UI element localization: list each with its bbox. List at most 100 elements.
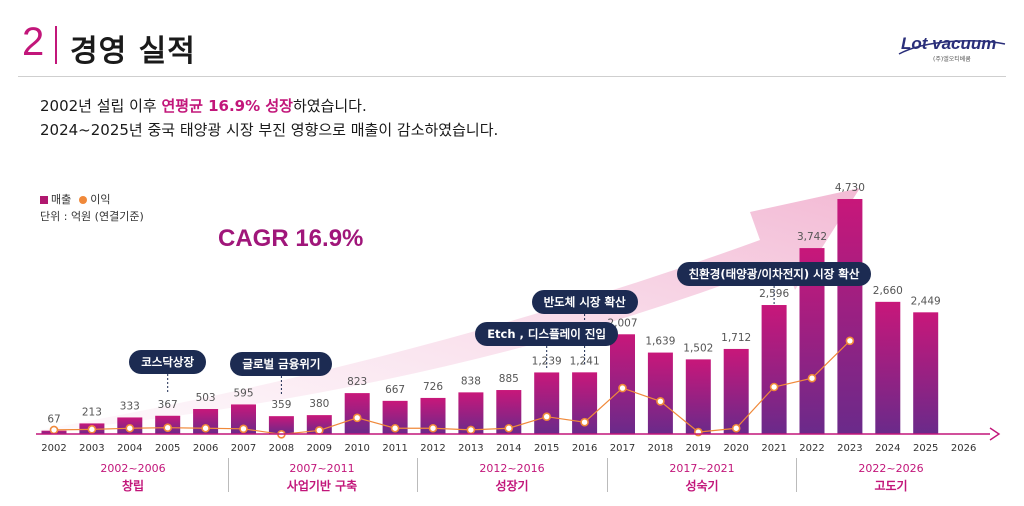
logo-text: Lot vacuum xyxy=(901,34,997,53)
period-maturity: 2017~2021 성숙기 xyxy=(627,462,777,494)
sales-value-label: 367 xyxy=(158,399,178,411)
x-tick-label: 2002 xyxy=(41,443,66,454)
x-tick-label: 2016 xyxy=(572,443,597,454)
x-tick-label: 2013 xyxy=(458,443,483,454)
x-tick-label: 2007 xyxy=(231,443,256,454)
period-divider xyxy=(607,458,608,492)
x-tick-label: 2010 xyxy=(344,443,369,454)
profit-point xyxy=(239,424,248,434)
profit-point xyxy=(542,412,552,422)
period-divider xyxy=(228,458,229,492)
x-tick-label: 2011 xyxy=(382,443,407,454)
sales-value-label: 333 xyxy=(120,400,140,412)
logo-swoosh-icon xyxy=(898,40,1006,55)
page-title: 경영 실적 xyxy=(70,34,196,69)
description-line-1: 2002년 설립 이후 연평균 16.9% 성장하였습니다. xyxy=(40,94,498,118)
period-advanced: 2022~2026 고도기 xyxy=(816,462,966,494)
period-name: 성장기 xyxy=(495,479,529,493)
milestone-callout: 코스닥상장 xyxy=(129,350,207,374)
desc-highlight: 연평균 16.9% 성장 xyxy=(161,97,293,115)
legend-profit-label: 이익 xyxy=(90,193,111,206)
period-range: 2017~2021 xyxy=(669,462,735,475)
sales-bar xyxy=(723,348,749,434)
period-name: 성숙기 xyxy=(685,479,719,493)
milestone-callout: 반도체 시장 확산 xyxy=(531,290,638,314)
x-tick-label: 2021 xyxy=(761,443,786,454)
legend-bar-swatch-icon xyxy=(40,196,48,204)
section-number: 2 xyxy=(22,20,45,64)
profit-point xyxy=(201,423,210,433)
sales-value-label: 1,712 xyxy=(721,332,751,344)
desc-prefix: 2002년 설립 이후 xyxy=(40,97,162,115)
sales-value-label: 1,639 xyxy=(645,336,675,348)
sales-value-label: 726 xyxy=(423,381,443,393)
profit-point xyxy=(428,423,438,433)
profit-point xyxy=(49,425,59,435)
x-tick-label: 2006 xyxy=(193,443,218,454)
milestone-callout: 글로벌 금융위기 xyxy=(230,352,333,376)
x-axis-arrow-icon xyxy=(989,427,1001,441)
profit-point xyxy=(390,423,400,433)
growth-arrow-shape xyxy=(40,188,860,432)
profit-point xyxy=(314,426,324,435)
x-tick-label: 2019 xyxy=(686,443,711,454)
x-tick-label: 2018 xyxy=(648,443,673,454)
sales-value-label: 67 xyxy=(47,414,60,426)
x-tick-label: 2008 xyxy=(269,443,294,454)
profit-point xyxy=(618,383,627,393)
sales-value-label: 667 xyxy=(385,384,405,396)
profit-point xyxy=(769,382,779,392)
period-foundation: 2007~2011 사업기반 구축 xyxy=(247,462,397,494)
section-divider xyxy=(55,26,57,64)
x-tick-label: 2026 xyxy=(951,443,976,454)
sales-bar xyxy=(761,305,787,434)
sales-bar xyxy=(534,372,560,434)
period-name: 창립 xyxy=(121,479,145,493)
x-tick-label: 2003 xyxy=(79,443,104,454)
x-tick-label: 2005 xyxy=(155,443,180,454)
profit-point xyxy=(163,423,172,433)
sales-value-label: 2,449 xyxy=(911,295,941,307)
x-tick-label: 2017 xyxy=(610,443,635,454)
sales-value-label: 885 xyxy=(499,373,519,385)
profit-point xyxy=(466,425,476,435)
chart-legend: 매출 이익 xyxy=(40,191,111,207)
sales-bar xyxy=(268,416,294,434)
sales-bar xyxy=(306,415,332,434)
sales-bar xyxy=(685,359,711,434)
legend-sales: 매출 xyxy=(40,191,71,207)
profit-point xyxy=(87,425,97,434)
period-founding: 2002~2006 창립 xyxy=(58,462,208,494)
x-tick-label: 2014 xyxy=(496,443,521,454)
description-line-2: 2024~2025년 중국 태양광 시장 부진 영향으로 매출이 감소하였습니다… xyxy=(40,121,499,139)
sales-value-label: 823 xyxy=(347,376,367,388)
x-tick-label: 2023 xyxy=(837,443,862,454)
desc-suffix: 하였습니다. xyxy=(292,97,367,115)
x-tick-label: 2020 xyxy=(723,443,748,454)
period-range: 2012~2016 xyxy=(479,462,545,475)
sales-value-label: 2,660 xyxy=(873,285,903,297)
period-name: 고도기 xyxy=(874,479,908,493)
profit-point xyxy=(656,396,665,406)
profit-point xyxy=(807,373,817,383)
x-tick-label: 2015 xyxy=(534,443,559,454)
sales-bar xyxy=(875,301,901,434)
sales-value-label: 1,241 xyxy=(570,355,600,367)
sales-value-label: 3,742 xyxy=(797,231,827,243)
period-divider xyxy=(417,458,418,492)
x-tick-label: 2012 xyxy=(420,443,445,454)
sales-value-label: 380 xyxy=(309,398,329,410)
x-tick-label: 2022 xyxy=(799,443,824,454)
x-tick-label: 2024 xyxy=(875,443,900,454)
cagr-label: CAGR 16.9% xyxy=(218,225,364,252)
x-tick-label: 2004 xyxy=(117,443,142,454)
period-range: 2022~2026 xyxy=(858,462,924,475)
period-divider xyxy=(796,458,797,492)
logo-subtitle: (주)엘오티베큠 xyxy=(933,56,971,63)
x-tick-label: 2025 xyxy=(913,443,938,454)
header-rule xyxy=(18,76,1006,77)
sales-value-label: 1,239 xyxy=(532,355,562,367)
unit-label: 단위 : 억원 (연결기준) xyxy=(40,210,144,223)
description: 2002년 설립 이후 연평균 16.9% 성장하였습니다. 2024~2025… xyxy=(40,94,498,142)
